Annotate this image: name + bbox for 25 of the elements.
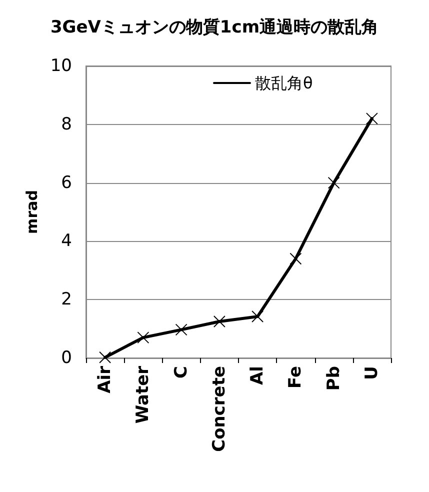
x-tick-label: Air [95, 365, 116, 394]
x-tick-label: Fe [286, 366, 306, 388]
y-tick-label: 2 [61, 290, 72, 310]
x-tick-label: Water [133, 365, 154, 424]
y-tick-label: 0 [61, 348, 72, 368]
y-tick-label: 8 [61, 114, 72, 134]
point [366, 112, 378, 125]
y-axis-title: mrad [22, 190, 41, 234]
x-tick-label: Concrete [209, 366, 230, 452]
x-tick-label: Pb [324, 366, 344, 391]
chart-title: 3GeVミュオンの物質1cm通過時の散乱角 [50, 18, 379, 38]
legend-label: 散乱角θ [255, 74, 313, 92]
x-tick-label: Al [248, 366, 268, 385]
point [99, 351, 112, 364]
y-tick-label: 6 [61, 172, 72, 193]
x-tick-label: C [171, 366, 192, 378]
point [328, 176, 340, 189]
point [137, 332, 150, 344]
x-tick-label: U [362, 366, 382, 380]
point [252, 310, 264, 323]
y-tick-label: 4 [61, 231, 72, 252]
y-tick-label: 10 [50, 56, 72, 76]
point [290, 252, 302, 265]
point [175, 324, 188, 336]
point [213, 316, 226, 328]
